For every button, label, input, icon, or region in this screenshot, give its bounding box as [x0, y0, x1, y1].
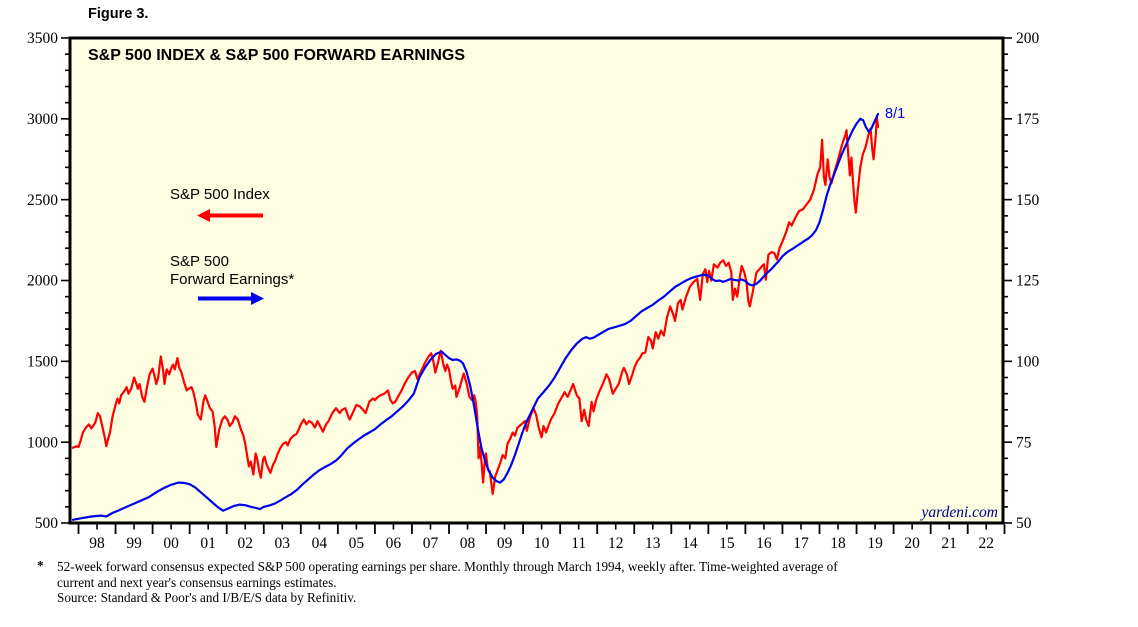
- x-axis-year-label: 98: [89, 535, 105, 552]
- x-axis-year-label: 08: [460, 535, 476, 552]
- chart-title: S&P 500 INDEX & S&P 500 FORWARD EARNINGS: [88, 47, 465, 64]
- legend-forward-earnings-label-line1: S&P 500: [170, 253, 229, 270]
- x-axis-year-label: 06: [386, 535, 402, 552]
- figure-label: Figure 3.: [88, 6, 149, 22]
- x-axis-year-label: 14: [682, 535, 698, 552]
- x-axis-year-label: 09: [497, 535, 513, 552]
- left-axis-tick-label: 2000: [27, 273, 58, 290]
- x-axis-year-label: 17: [793, 535, 809, 552]
- x-axis-year-label: 04: [312, 535, 328, 552]
- x-axis-year-label: 22: [978, 535, 994, 552]
- x-axis-year-label: 05: [349, 535, 365, 552]
- right-axis-tick-label: 200: [1016, 30, 1040, 47]
- x-axis-year-label: 12: [608, 535, 624, 552]
- forward-earnings-line: [71, 112, 880, 521]
- right-axis-tick-label: 150: [1016, 192, 1040, 209]
- left-axis-tick-label: 3000: [27, 111, 58, 128]
- left-axis-tick-label: 1500: [27, 354, 58, 371]
- x-axis-year-label: 11: [571, 535, 586, 552]
- x-axis-year-label: 16: [756, 535, 772, 552]
- x-axis-year-label: 03: [275, 535, 291, 552]
- plot-frame: [68, 36, 1005, 525]
- sp500-index-arrow-head: [197, 209, 210, 222]
- x-axis-year-label: 15: [719, 535, 735, 552]
- x-axis-year-label: 99: [126, 535, 142, 552]
- forward-earnings-arrow-head: [251, 292, 264, 305]
- line-end-date-annotation: 8/1: [885, 106, 905, 122]
- legend-sp500-index-label: S&P 500 Index: [170, 186, 270, 203]
- footnote: * 52-week forward consensus expected S&P…: [37, 558, 1047, 606]
- sp500-forward-earnings-chart: 3500300025002000150010005002001751501251…: [27, 30, 1040, 552]
- footnote-line-2: current and next year's consensus earnin…: [57, 574, 337, 590]
- footnote-asterisk: *: [37, 558, 44, 573]
- left-axis-tick-label: 500: [35, 515, 59, 532]
- right-axis-tick-label: 125: [1016, 273, 1040, 290]
- left-axis-tick-label: 3500: [27, 30, 58, 47]
- x-axis-year-label: 21: [941, 535, 957, 552]
- x-axis-year-label: 01: [200, 535, 216, 552]
- x-axis-year-label: 18: [830, 535, 846, 552]
- x-axis-year-label: 02: [237, 535, 253, 552]
- right-axis-tick-label: 175: [1016, 111, 1040, 128]
- footnote-line-1: 52-week forward consensus expected S&P 5…: [57, 559, 838, 574]
- x-axis-year-label: 10: [534, 535, 550, 552]
- branding-yardeni: yardeni.com: [920, 504, 998, 521]
- right-axis-tick-label: 50: [1016, 515, 1032, 532]
- x-axis-year-label: 13: [645, 535, 661, 552]
- legend-forward-earnings-label-line2: Forward Earnings*: [170, 271, 294, 288]
- x-axis-year-label: 00: [163, 535, 179, 552]
- x-axis-year-label: 19: [867, 535, 883, 552]
- x-axis-year-label: 07: [423, 535, 439, 552]
- left-axis-tick-label: 2500: [27, 192, 58, 209]
- x-axis-year-label: 20: [904, 535, 920, 552]
- left-axis-tick-label: 1000: [27, 434, 58, 451]
- right-axis-tick-label: 75: [1016, 434, 1032, 451]
- right-axis-tick-label: 100: [1016, 354, 1040, 371]
- plot-background: [70, 38, 1003, 523]
- footnote-line-3: Source: Standard & Poor's and I/B/E/S da…: [57, 590, 357, 606]
